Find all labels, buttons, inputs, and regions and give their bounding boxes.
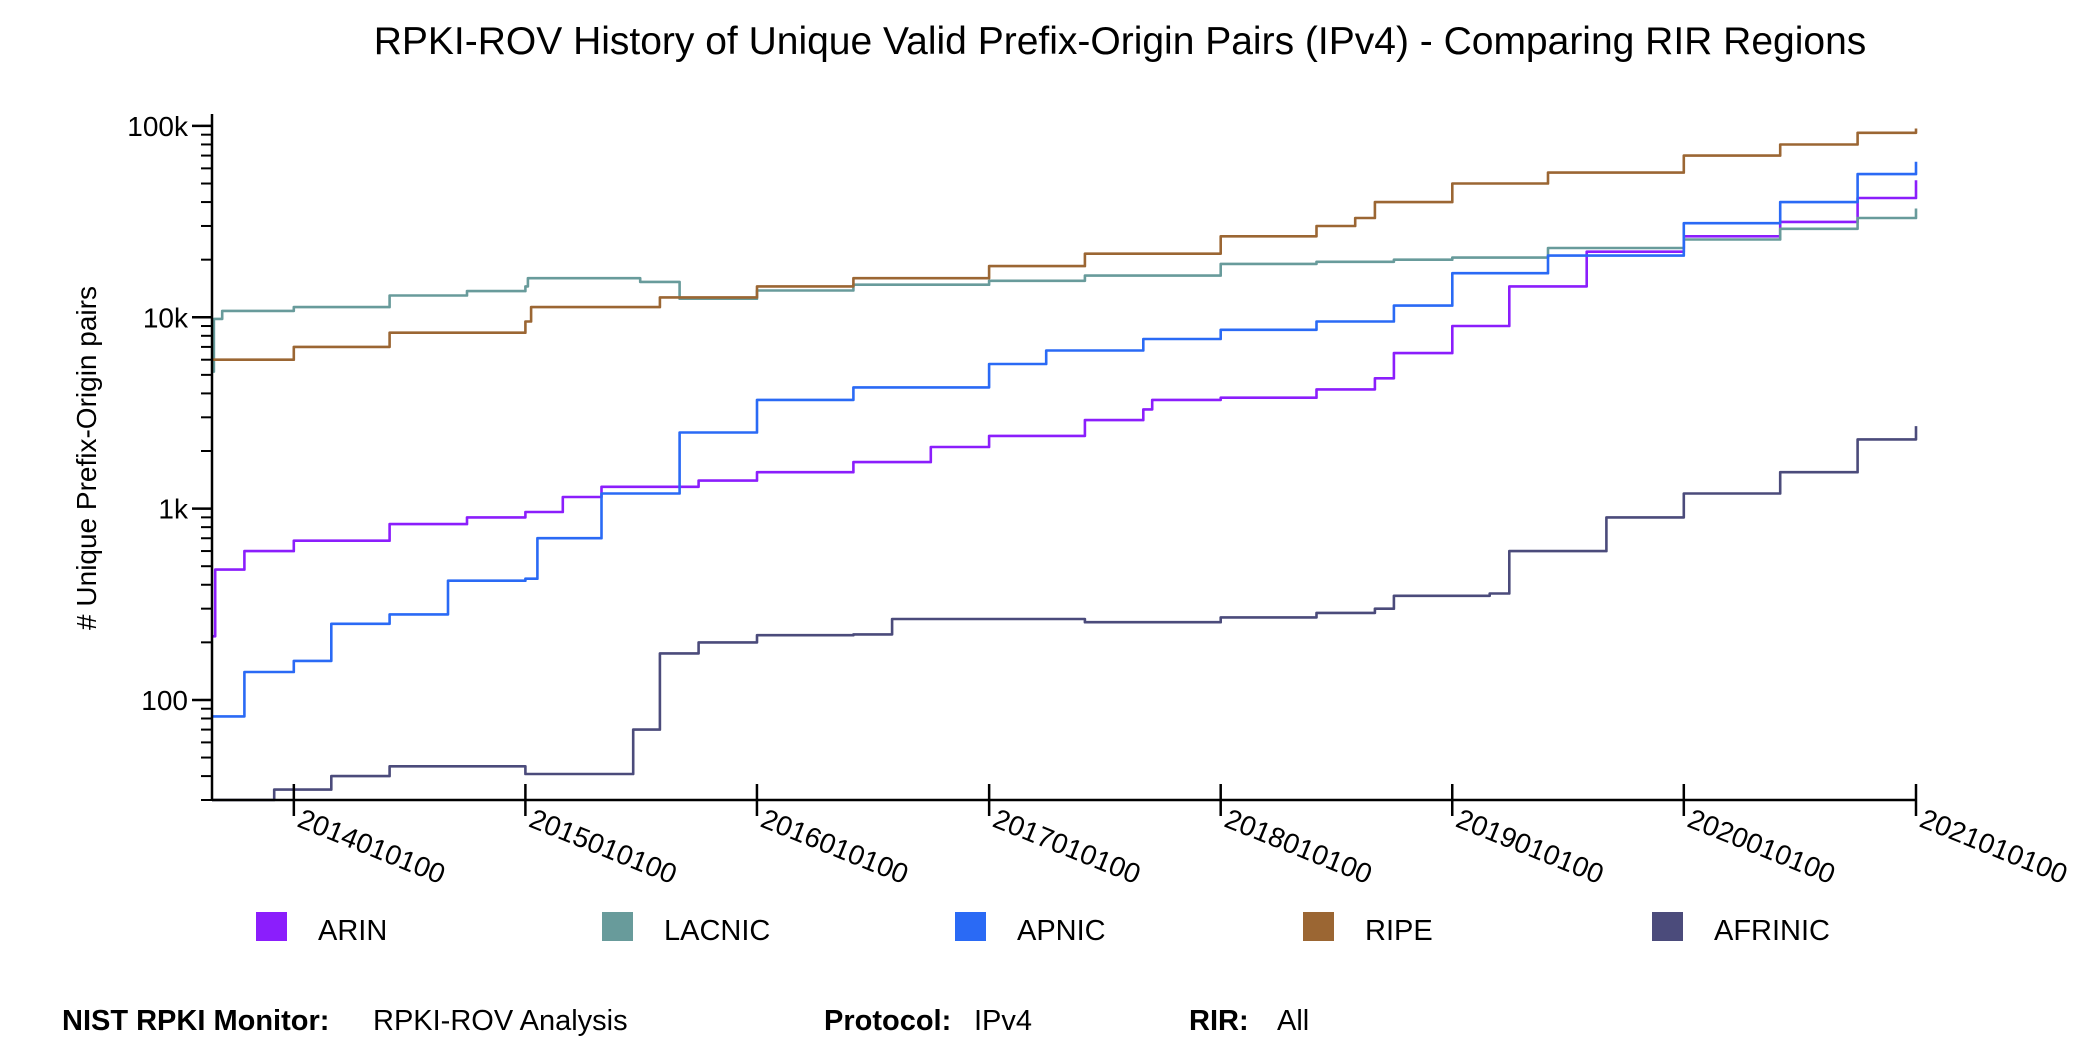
legend-swatch [602,912,633,941]
legend-label: LACNIC [664,915,770,947]
legend-swatch [1303,912,1334,941]
chart-title: RPKI-ROV History of Unique Valid Prefix-… [374,20,1867,63]
legend: ARIN LACNIC APNIC RIPE AFRINIC [256,912,1830,947]
series-line-apnic [212,161,1918,718]
legend-swatch [955,912,986,941]
legend-item-arin: ARIN [256,912,387,947]
legend-label: AFRINIC [1714,915,1830,947]
series-line-afrinic [212,426,1918,802]
legend-swatch [1652,912,1683,941]
legend-label: APNIC [1017,915,1106,947]
x-tick-label: 2015010100 [525,803,681,890]
legend-item-apnic: APNIC [955,912,1106,947]
series-line-arin [212,180,1918,638]
series-line-lacnic [212,208,1918,373]
series-line-ripe [212,128,1918,361]
legend-label: RIPE [1365,915,1433,947]
legend-item-ripe: RIPE [1303,912,1433,947]
legend-swatch [256,912,287,941]
legend-item-afrinic: AFRINIC [1652,912,1830,947]
x-tick-label: 2014010100 [294,803,450,890]
y-tick-label: 100k [127,111,189,142]
legend-item-lacnic: LACNIC [602,912,770,947]
y-tick-label: 100 [141,685,188,716]
x-tick-label: 2019010100 [1452,803,1608,890]
x-tick-label: 2021010100 [1916,803,2072,890]
x-tick-label: 2018010100 [1220,803,1376,890]
y-axis-label: # Unique Prefix-Origin pairs [71,286,102,630]
legend-label: ARIN [318,915,387,947]
y-tick-label: 1k [158,494,189,525]
x-tick-label: 2020010100 [1684,803,1840,890]
y-tick-label: 10k [143,302,189,333]
plot-area [212,128,1918,802]
x-tick-label: 2017010100 [989,803,1145,890]
x-tick-label: 2016010100 [757,803,913,890]
